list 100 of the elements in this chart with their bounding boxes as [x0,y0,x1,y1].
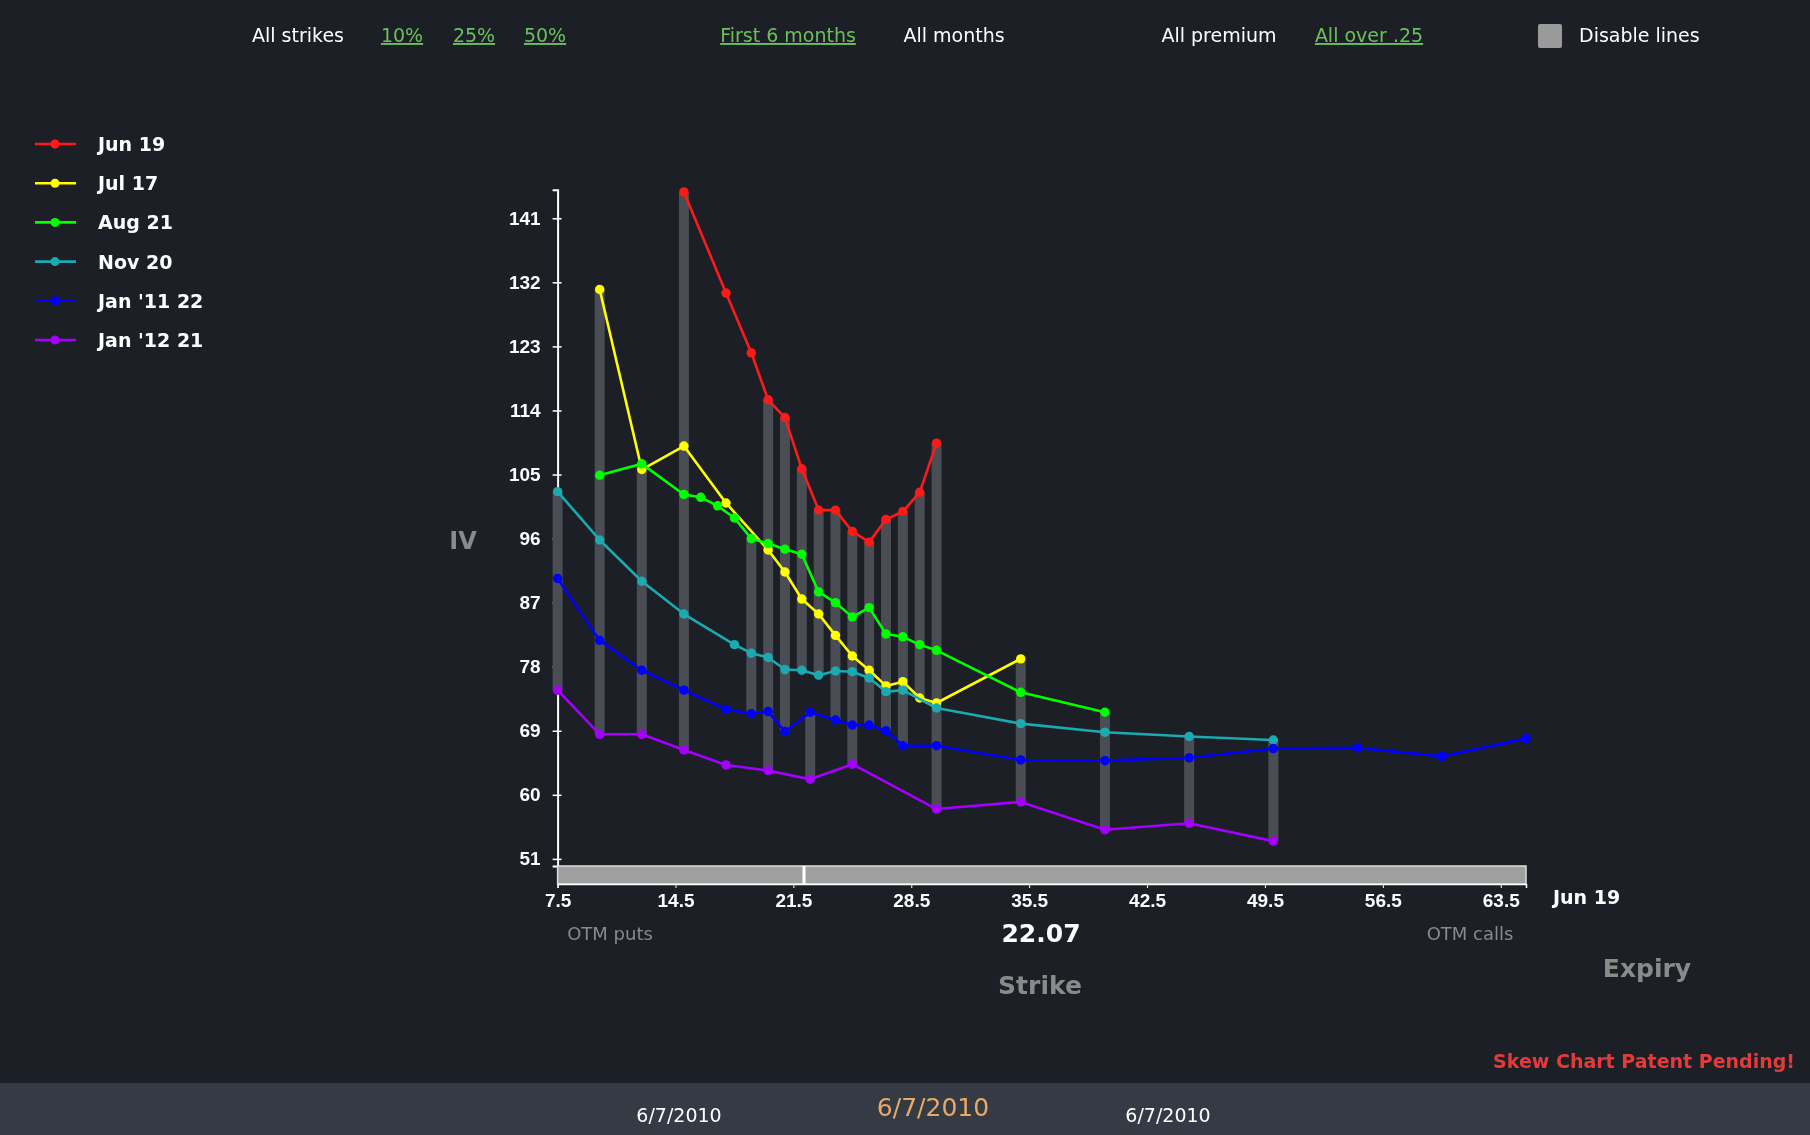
point [721,704,731,715]
point [898,741,908,751]
point [1184,731,1194,742]
point [679,685,689,695]
point [679,187,689,197]
x-tick-label: 28.5 [893,890,931,912]
point [898,676,908,687]
point [679,745,689,755]
point [914,487,925,498]
point [1100,755,1110,766]
point [1268,743,1279,754]
point [813,505,824,515]
bar [763,399,774,771]
point [1268,836,1279,846]
point [721,288,731,298]
y-tick-label: 78 [519,656,541,678]
point [797,464,807,474]
point [594,535,605,545]
y-tick-label: 60 [519,784,541,806]
point [881,629,891,639]
text: 22.07 [1001,919,1081,948]
point [1016,797,1026,807]
point [864,720,874,730]
point [847,612,858,622]
text: All premium [1161,24,1277,46]
text: 6/7/2010 [876,1093,990,1122]
point [594,635,605,646]
text: Disable lines [1579,24,1700,46]
point [712,501,723,511]
point [931,741,942,751]
point [830,715,841,725]
point [864,665,874,675]
legend-label: Jan '12 21 [96,329,204,351]
point [847,666,858,677]
point [763,706,773,717]
point [797,549,807,559]
point [637,729,647,740]
point [1016,687,1026,698]
point [721,760,731,770]
point [813,587,824,597]
text: 6/7/2010 [636,1104,722,1126]
text: First 6 months [720,24,856,46]
point [898,685,908,695]
bar [594,289,605,735]
text: 25% [452,24,496,46]
point [594,729,605,740]
point [813,670,824,680]
point [763,538,773,549]
text: Skew Chart Patent Pending! [1493,1050,1795,1072]
point [746,348,756,358]
point [763,765,773,776]
point [1016,755,1026,765]
point [830,666,841,676]
y-tick-label: 96 [519,528,541,550]
point [552,685,563,695]
bar [678,191,689,750]
point [746,708,756,719]
point [830,630,841,641]
point [780,664,790,675]
point [1437,751,1447,762]
point [721,498,731,508]
x-tick-label: 21.5 [775,890,813,912]
point [679,609,689,619]
bar [931,443,942,810]
point [1100,824,1110,835]
point [637,665,647,675]
bar [914,492,925,699]
point [746,648,756,658]
legend-label: Aug 21 [98,211,173,234]
text: 6/7/2010 [1125,1104,1211,1126]
point [1184,818,1194,828]
x-tick-label: 7.5 [544,890,572,912]
point [763,652,773,663]
point [1352,743,1363,753]
point [1521,733,1531,744]
y-axis-title: IV [449,527,478,555]
point [1016,718,1026,729]
y-tick-label: 114 [509,400,542,422]
x-tick-label: 49.5 [1246,890,1285,912]
legend-label: Jun 19 [96,133,166,155]
point [813,609,824,619]
text: All months [903,24,1005,46]
x-tick-label: 63.5 [1482,890,1521,912]
legend-label: Jan '11 22 [96,289,204,312]
legend-label: Nov 20 [98,250,173,273]
point [864,673,874,683]
text: All strikes [252,24,344,46]
point [898,506,908,517]
point [931,645,942,656]
legend-label: Jul 17 [96,172,159,195]
point [594,284,605,295]
x-tick-label: 42.5 [1129,890,1167,912]
text: Expiry [1602,954,1692,983]
point [864,537,874,547]
point [931,438,942,448]
point [1100,727,1110,737]
y-tick-label: 132 [508,271,541,293]
x-axis-title: Strike [998,971,1082,1000]
point [1184,753,1194,763]
point [696,492,706,502]
